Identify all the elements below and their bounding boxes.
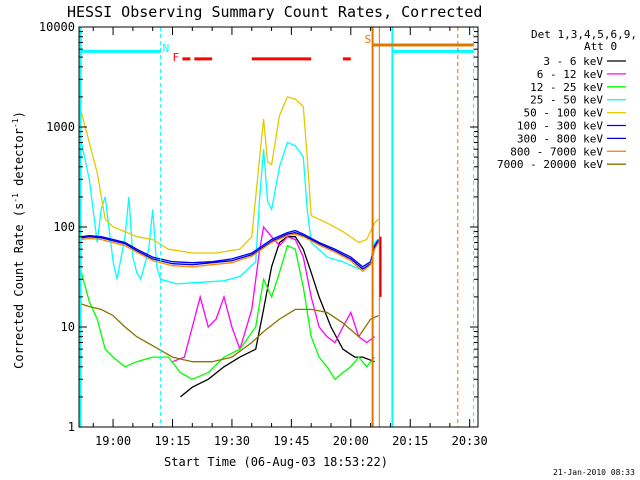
y-tick-label: 1000: [46, 120, 75, 134]
y-tick-label: 10000: [39, 20, 75, 34]
legend-entry: 3 - 6 keV: [543, 55, 603, 68]
y-tick-label: 1: [68, 420, 75, 434]
timestamp: 21-Jan-2010 08:33: [553, 468, 635, 477]
legend-entry: 6 - 12 keV: [537, 68, 604, 81]
legend-entry: 12 - 25 keV: [530, 81, 603, 94]
x-tick-label: 20:00: [333, 434, 369, 448]
series-line: [80, 244, 376, 381]
legend-entry: 7000 - 20000 keV: [497, 158, 603, 171]
series-line: [81, 303, 379, 363]
legend-entry: 25 - 50 keV: [530, 94, 603, 107]
legend-entry: 50 - 100 keV: [524, 107, 604, 120]
x-tick-label: 19:30: [214, 434, 250, 448]
x-tick-label: 19:00: [95, 434, 131, 448]
night-label: N: [163, 42, 170, 55]
legend-entry: 100 - 300 keV: [517, 120, 603, 133]
x-tick-label: 19:15: [154, 434, 190, 448]
flare-label: F: [173, 51, 180, 64]
series-line: [80, 141, 379, 285]
series-line: [81, 233, 380, 273]
plot-frame: [78, 26, 479, 428]
saa-label: S: [365, 33, 372, 46]
legend-title-1: Det 1,3,4,5,6,9,: [531, 28, 637, 41]
x-tick-label: 20:30: [452, 434, 488, 448]
series-line: [80, 96, 379, 254]
chart-title: HESSI Observing Summary Count Rates, Cor…: [67, 3, 482, 21]
series-line: [81, 231, 380, 270]
ticks-layer: 1 10 100 1000 10000 19:00 19:15 19:30 19:45 20:00…: [39, 20, 488, 448]
data-layer: [80, 96, 380, 398]
y-tick-label: 100: [53, 220, 75, 234]
y-axis-label: Corrected Count Rate (s-1 detector-1): [11, 111, 26, 369]
x-tick-label: 20:15: [392, 434, 428, 448]
annotation-layer: NF S: [79, 27, 475, 427]
legend-title-2: Att 0: [584, 40, 617, 53]
legend-entry: 300 - 800 keV: [517, 132, 603, 145]
series-line: [179, 236, 375, 398]
legend-entry: 800 - 7000 keV: [510, 145, 603, 158]
y-tick-label: 10: [61, 320, 75, 334]
series-line: [81, 229, 380, 268]
series-line: [172, 225, 375, 363]
x-axis-label: Start Time (06-Aug-03 18:53:22): [164, 455, 388, 469]
x-tick-label: 19:45: [273, 434, 309, 448]
